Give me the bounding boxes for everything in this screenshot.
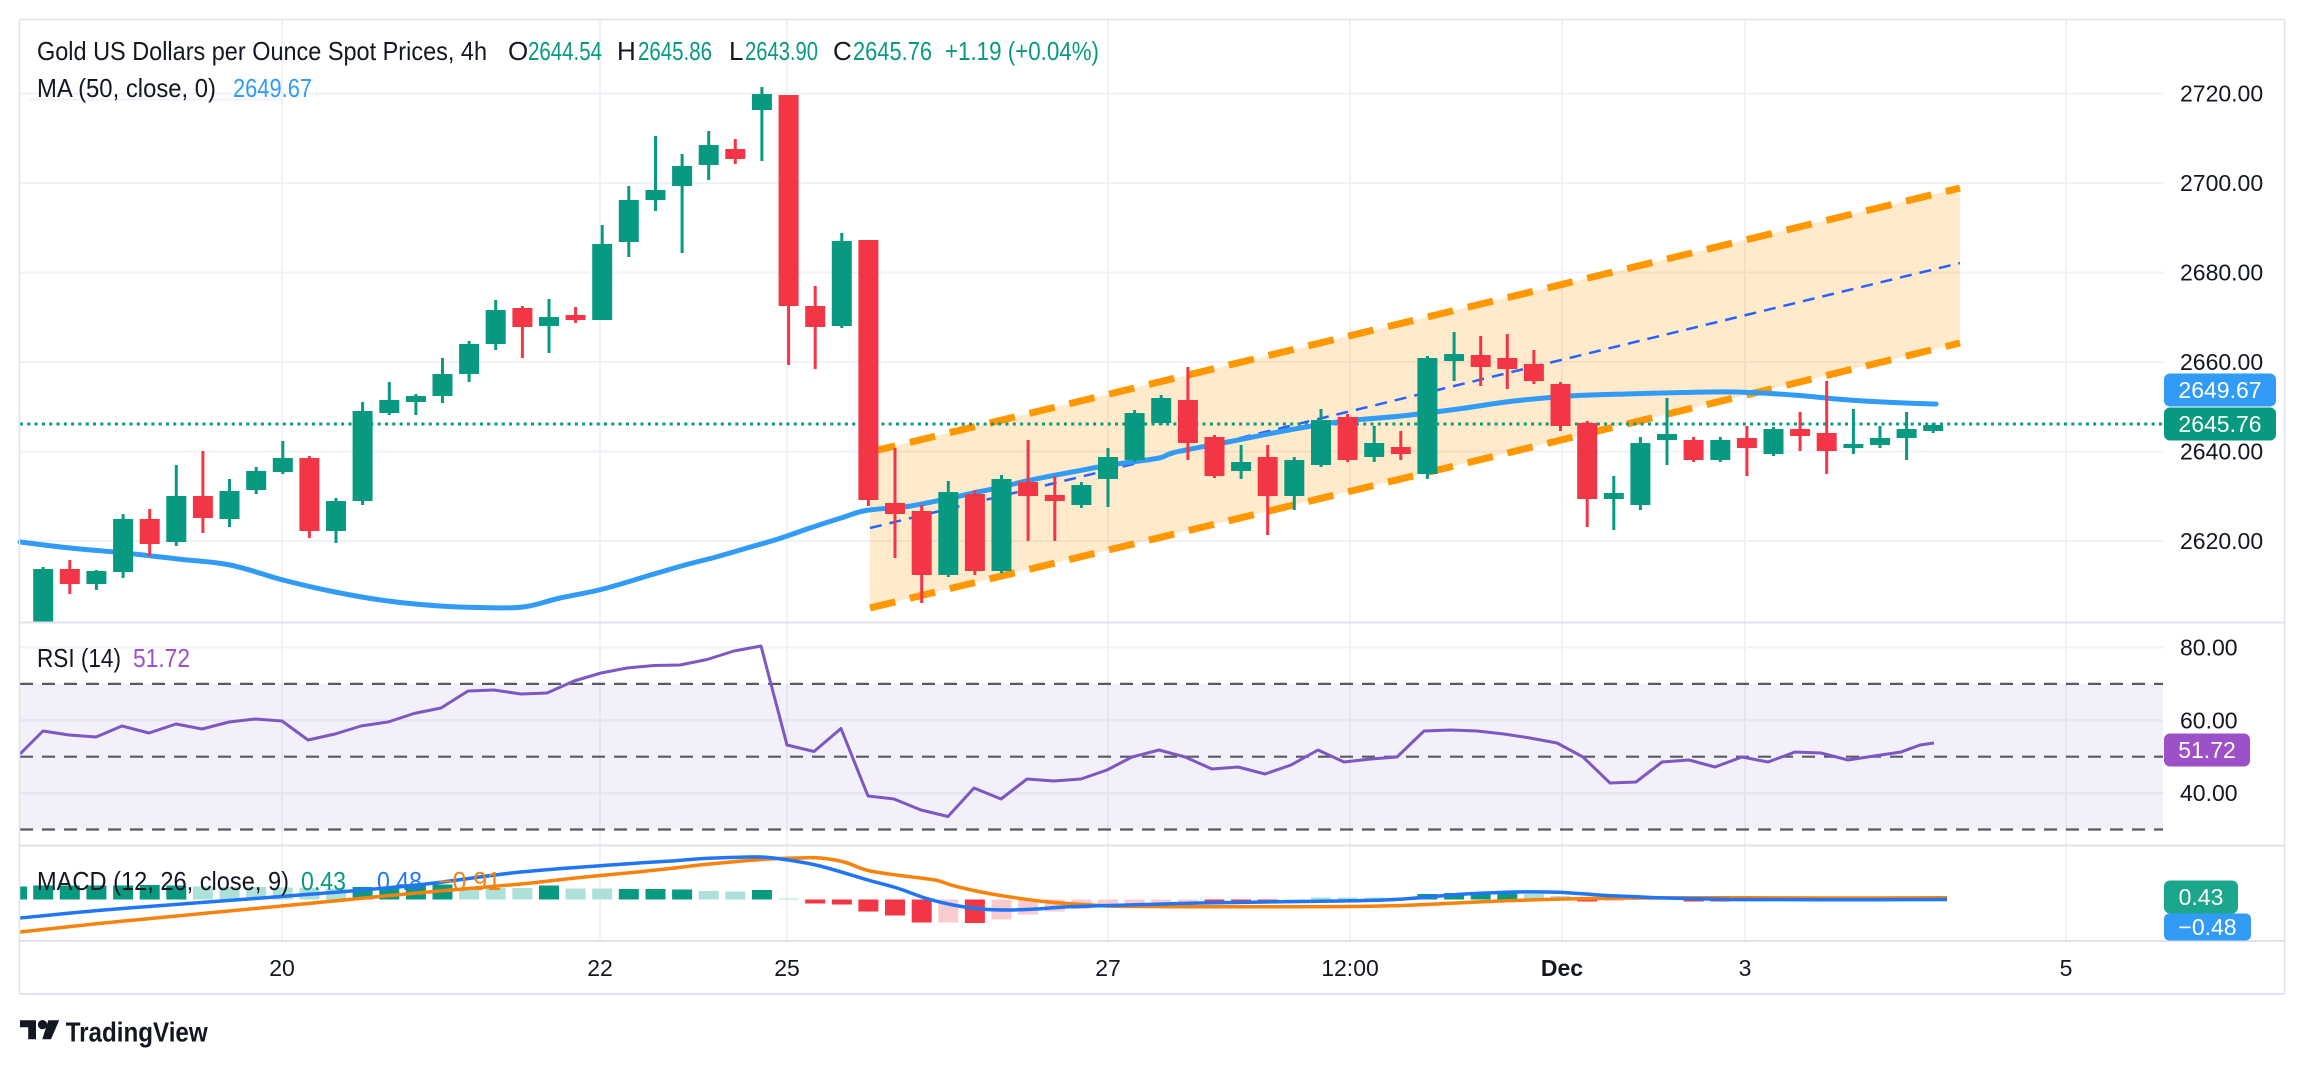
svg-text:60.00: 60.00 bbox=[2180, 707, 2238, 733]
svg-text:−0.91: −0.91 bbox=[438, 866, 501, 896]
svg-text:RSI (14): RSI (14) bbox=[37, 643, 121, 673]
svg-text:2644.54: 2644.54 bbox=[528, 36, 602, 66]
svg-text:MACD (12, 26, close, 9): MACD (12, 26, close, 9) bbox=[37, 866, 289, 896]
svg-text:20: 20 bbox=[269, 955, 295, 981]
svg-text:2643.90: 2643.90 bbox=[745, 36, 818, 66]
svg-text:0.43: 0.43 bbox=[301, 866, 346, 896]
svg-text:27: 27 bbox=[1095, 955, 1121, 981]
svg-text:2640.00: 2640.00 bbox=[2180, 439, 2263, 465]
svg-text:80.00: 80.00 bbox=[2180, 635, 2238, 661]
svg-text:2680.00: 2680.00 bbox=[2180, 260, 2263, 286]
svg-text:51.72: 51.72 bbox=[133, 643, 190, 673]
svg-text:0.43: 0.43 bbox=[2179, 884, 2224, 910]
svg-text:2660.00: 2660.00 bbox=[2180, 349, 2263, 375]
svg-text:H: H bbox=[617, 36, 636, 66]
svg-text:Dec: Dec bbox=[1541, 955, 1583, 981]
svg-text:L: L bbox=[729, 36, 743, 66]
svg-text:2649.67: 2649.67 bbox=[233, 73, 312, 103]
svg-text:3: 3 bbox=[1739, 955, 1752, 981]
svg-text:51.72: 51.72 bbox=[2178, 737, 2236, 763]
svg-text:+1.19 (+0.04%): +1.19 (+0.04%) bbox=[945, 36, 1099, 66]
svg-text:25: 25 bbox=[774, 955, 800, 981]
svg-text:2620.00: 2620.00 bbox=[2180, 528, 2263, 554]
svg-text:−0.48: −0.48 bbox=[2178, 914, 2236, 940]
svg-text:2645.76: 2645.76 bbox=[853, 36, 932, 66]
svg-text:12:00: 12:00 bbox=[1321, 955, 1379, 981]
svg-text:Gold US Dollars per Ounce Spot: Gold US Dollars per Ounce Spot Prices, 4… bbox=[37, 36, 487, 66]
svg-text:TradingView: TradingView bbox=[66, 1017, 208, 1048]
svg-text:O: O bbox=[508, 36, 528, 66]
svg-text:40.00: 40.00 bbox=[2180, 780, 2238, 806]
svg-text:2645.76: 2645.76 bbox=[2178, 411, 2261, 437]
svg-text:2700.00: 2700.00 bbox=[2180, 170, 2263, 196]
svg-text:2649.67: 2649.67 bbox=[2178, 377, 2261, 403]
svg-text:2645.86: 2645.86 bbox=[638, 36, 712, 66]
svg-text:2720.00: 2720.00 bbox=[2180, 81, 2263, 107]
svg-text:0.48: 0.48 bbox=[377, 866, 422, 896]
svg-text:C: C bbox=[833, 36, 852, 66]
svg-text:22: 22 bbox=[587, 955, 613, 981]
svg-text:MA (50, close, 0): MA (50, close, 0) bbox=[37, 73, 216, 103]
svg-text:5: 5 bbox=[2060, 955, 2073, 981]
